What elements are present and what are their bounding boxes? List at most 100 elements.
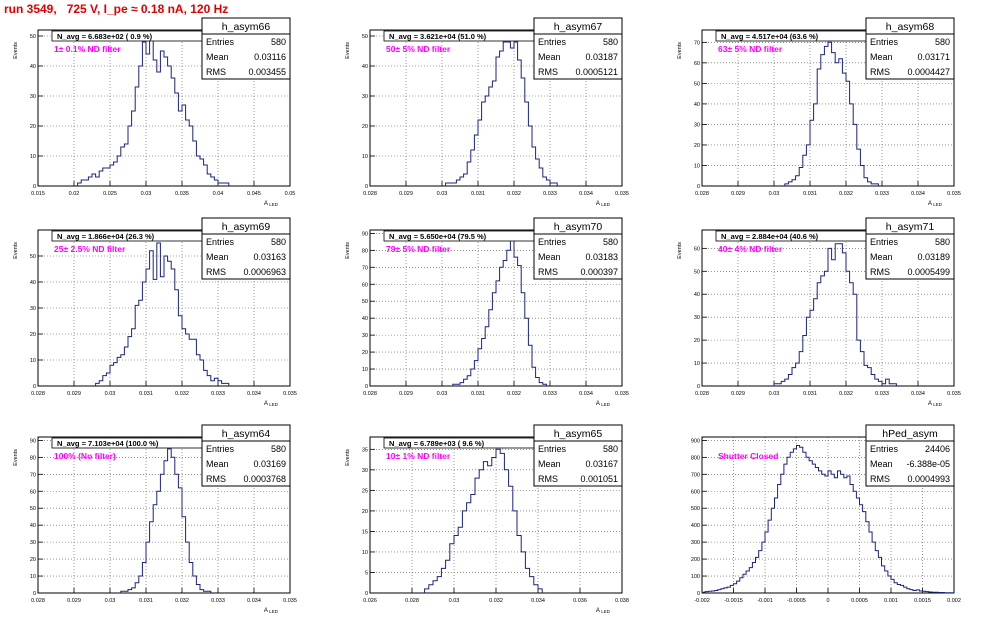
plot-frame <box>369 29 623 187</box>
stats-entries-value: 580 <box>603 444 618 454</box>
navg-label: N_avg = 6.789e+03 ( 9.6 %) <box>389 439 485 448</box>
y-tick-label: 90 <box>362 231 368 237</box>
stats-entries-value: 580 <box>935 237 950 247</box>
stats-mean-label: Mean <box>870 252 893 262</box>
stats-entries-value: 24406 <box>925 444 950 454</box>
y-tick-label: 50 <box>30 506 36 512</box>
stats-entries-label: Entries <box>870 444 899 454</box>
stats-rms-label: RMS <box>870 67 890 77</box>
y-tick-label: 30 <box>694 315 700 321</box>
x-tick-label: 0.034 <box>911 191 925 197</box>
x-tick-label: 0.029 <box>67 391 81 397</box>
x-tick-label: 0.031 <box>471 391 485 397</box>
stats-box <box>201 217 291 280</box>
histogram-series <box>784 41 879 186</box>
x-tick-label: 0.034 <box>579 191 593 197</box>
x-tick-label: -0.002 <box>694 598 710 604</box>
x-tick-label: 0.031 <box>803 391 817 397</box>
h_asym68-panel: 0.028 0.029 0.03 0.031 0.032 0.033 0.034 0.035 0… <box>677 17 961 207</box>
y-tick-label: 50 <box>30 254 36 260</box>
x-tick-label: 0.03 <box>449 598 460 604</box>
histogram-series <box>773 243 897 386</box>
x-tick-label: 0.033 <box>875 391 889 397</box>
stats-entries-label: Entries <box>206 237 235 247</box>
y-tick-label: 25 <box>362 488 368 494</box>
x-axis-label: A LED <box>928 401 943 407</box>
y-axis-label: Events <box>677 242 683 259</box>
filter-label: 79± 5% ND filter <box>386 244 451 254</box>
stats-mean-label: Mean <box>206 52 229 62</box>
x-tick-label: -0.001 <box>757 598 773 604</box>
stats-box <box>865 217 955 280</box>
x-axis-label: A LED <box>264 401 279 407</box>
y-tick-label: 40 <box>694 292 700 298</box>
histogram-name: h_asym69 <box>222 221 271 233</box>
stats-entries-label: Entries <box>538 237 567 247</box>
x-tick-label: 0.036 <box>573 598 587 604</box>
y-tick-label: 60 <box>694 246 700 252</box>
y-tick-label: 20 <box>30 332 36 338</box>
x-tick-label: 0.029 <box>731 391 745 397</box>
stats-rms-label: RMS <box>870 474 890 484</box>
y-tick-label: 5 <box>365 570 368 576</box>
histogram-series <box>452 239 547 386</box>
x-tick-label: 0.035 <box>175 191 189 197</box>
y-tick-label: 10 <box>30 358 36 364</box>
stats-mean-value: 0.03171 <box>917 52 950 62</box>
x-axis-label-sub: LED <box>269 609 279 614</box>
stats-rms-label: RMS <box>870 267 890 277</box>
y-tick-label: 10 <box>362 154 368 160</box>
x-tick-label: 0.0015 <box>914 598 931 604</box>
y-tick-label: 20 <box>362 350 368 356</box>
x-axis-label-sub: LED <box>269 202 279 207</box>
x-tick-label: 0.033 <box>543 391 557 397</box>
y-tick-label: 0 <box>697 591 700 597</box>
y-tick-label: 900 <box>691 438 700 444</box>
y-tick-label: 100 <box>691 574 700 580</box>
y-axis-label: Events <box>677 42 683 59</box>
x-tick-label: 0.032 <box>507 191 521 197</box>
x-axis-label-sub: LED <box>601 202 611 207</box>
stats-rms-label: RMS <box>206 267 226 277</box>
y-tick-label: 0 <box>365 591 368 597</box>
x-tick-label: 0.03 <box>769 191 780 197</box>
x-tick-label: 0.034 <box>247 598 261 604</box>
x-tick-label: -0.0005 <box>787 598 806 604</box>
filter-label: 1± 0.1% ND filter <box>54 44 121 54</box>
x-tick-label: 0.03 <box>437 191 448 197</box>
x-tick-label: 0.026 <box>363 598 377 604</box>
x-tick-label: 0.032 <box>839 391 853 397</box>
y-tick-label: 70 <box>362 265 368 271</box>
x-tick-label: 0.031 <box>139 598 153 604</box>
y-tick-label: 20 <box>30 124 36 130</box>
stats-rms-value: 0.0003768 <box>243 474 286 484</box>
x-axis-label-sub: LED <box>601 402 611 407</box>
y-tick-label: 0 <box>365 184 368 190</box>
stats-rms-label: RMS <box>538 67 558 77</box>
stats-entries-value: 580 <box>271 237 286 247</box>
stats-entries-value: 580 <box>603 237 618 247</box>
x-tick-label: 0.034 <box>911 391 925 397</box>
x-tick-label: 0.032 <box>839 191 853 197</box>
x-tick-label: 0.033 <box>875 191 889 197</box>
stats-rms-value: 0.0005121 <box>575 67 618 77</box>
x-axis-label: A LED <box>264 201 279 207</box>
stats-entries-value: 580 <box>935 37 950 47</box>
histogram-series <box>95 242 230 386</box>
stats-box <box>533 424 623 487</box>
x-tick-label: 0.032 <box>489 598 503 604</box>
x-tick-label: 0.04 <box>213 191 224 197</box>
x-axis-label: A LED <box>596 401 611 407</box>
x-tick-label: 0.034 <box>531 598 545 604</box>
histogram-series <box>701 445 955 594</box>
y-tick-label: 50 <box>694 269 700 275</box>
y-tick-label: 10 <box>362 550 368 556</box>
y-tick-label: 0 <box>33 184 36 190</box>
y-tick-label: 40 <box>30 280 36 286</box>
stats-mean-value: 0.03169 <box>253 459 286 469</box>
x-tick-label: 0.045 <box>247 191 261 197</box>
stats-entries-label: Entries <box>870 37 899 47</box>
x-tick-label: 0.0005 <box>851 598 868 604</box>
y-tick-label: 40 <box>362 316 368 322</box>
x-tick-label: 0.001 <box>884 598 898 604</box>
